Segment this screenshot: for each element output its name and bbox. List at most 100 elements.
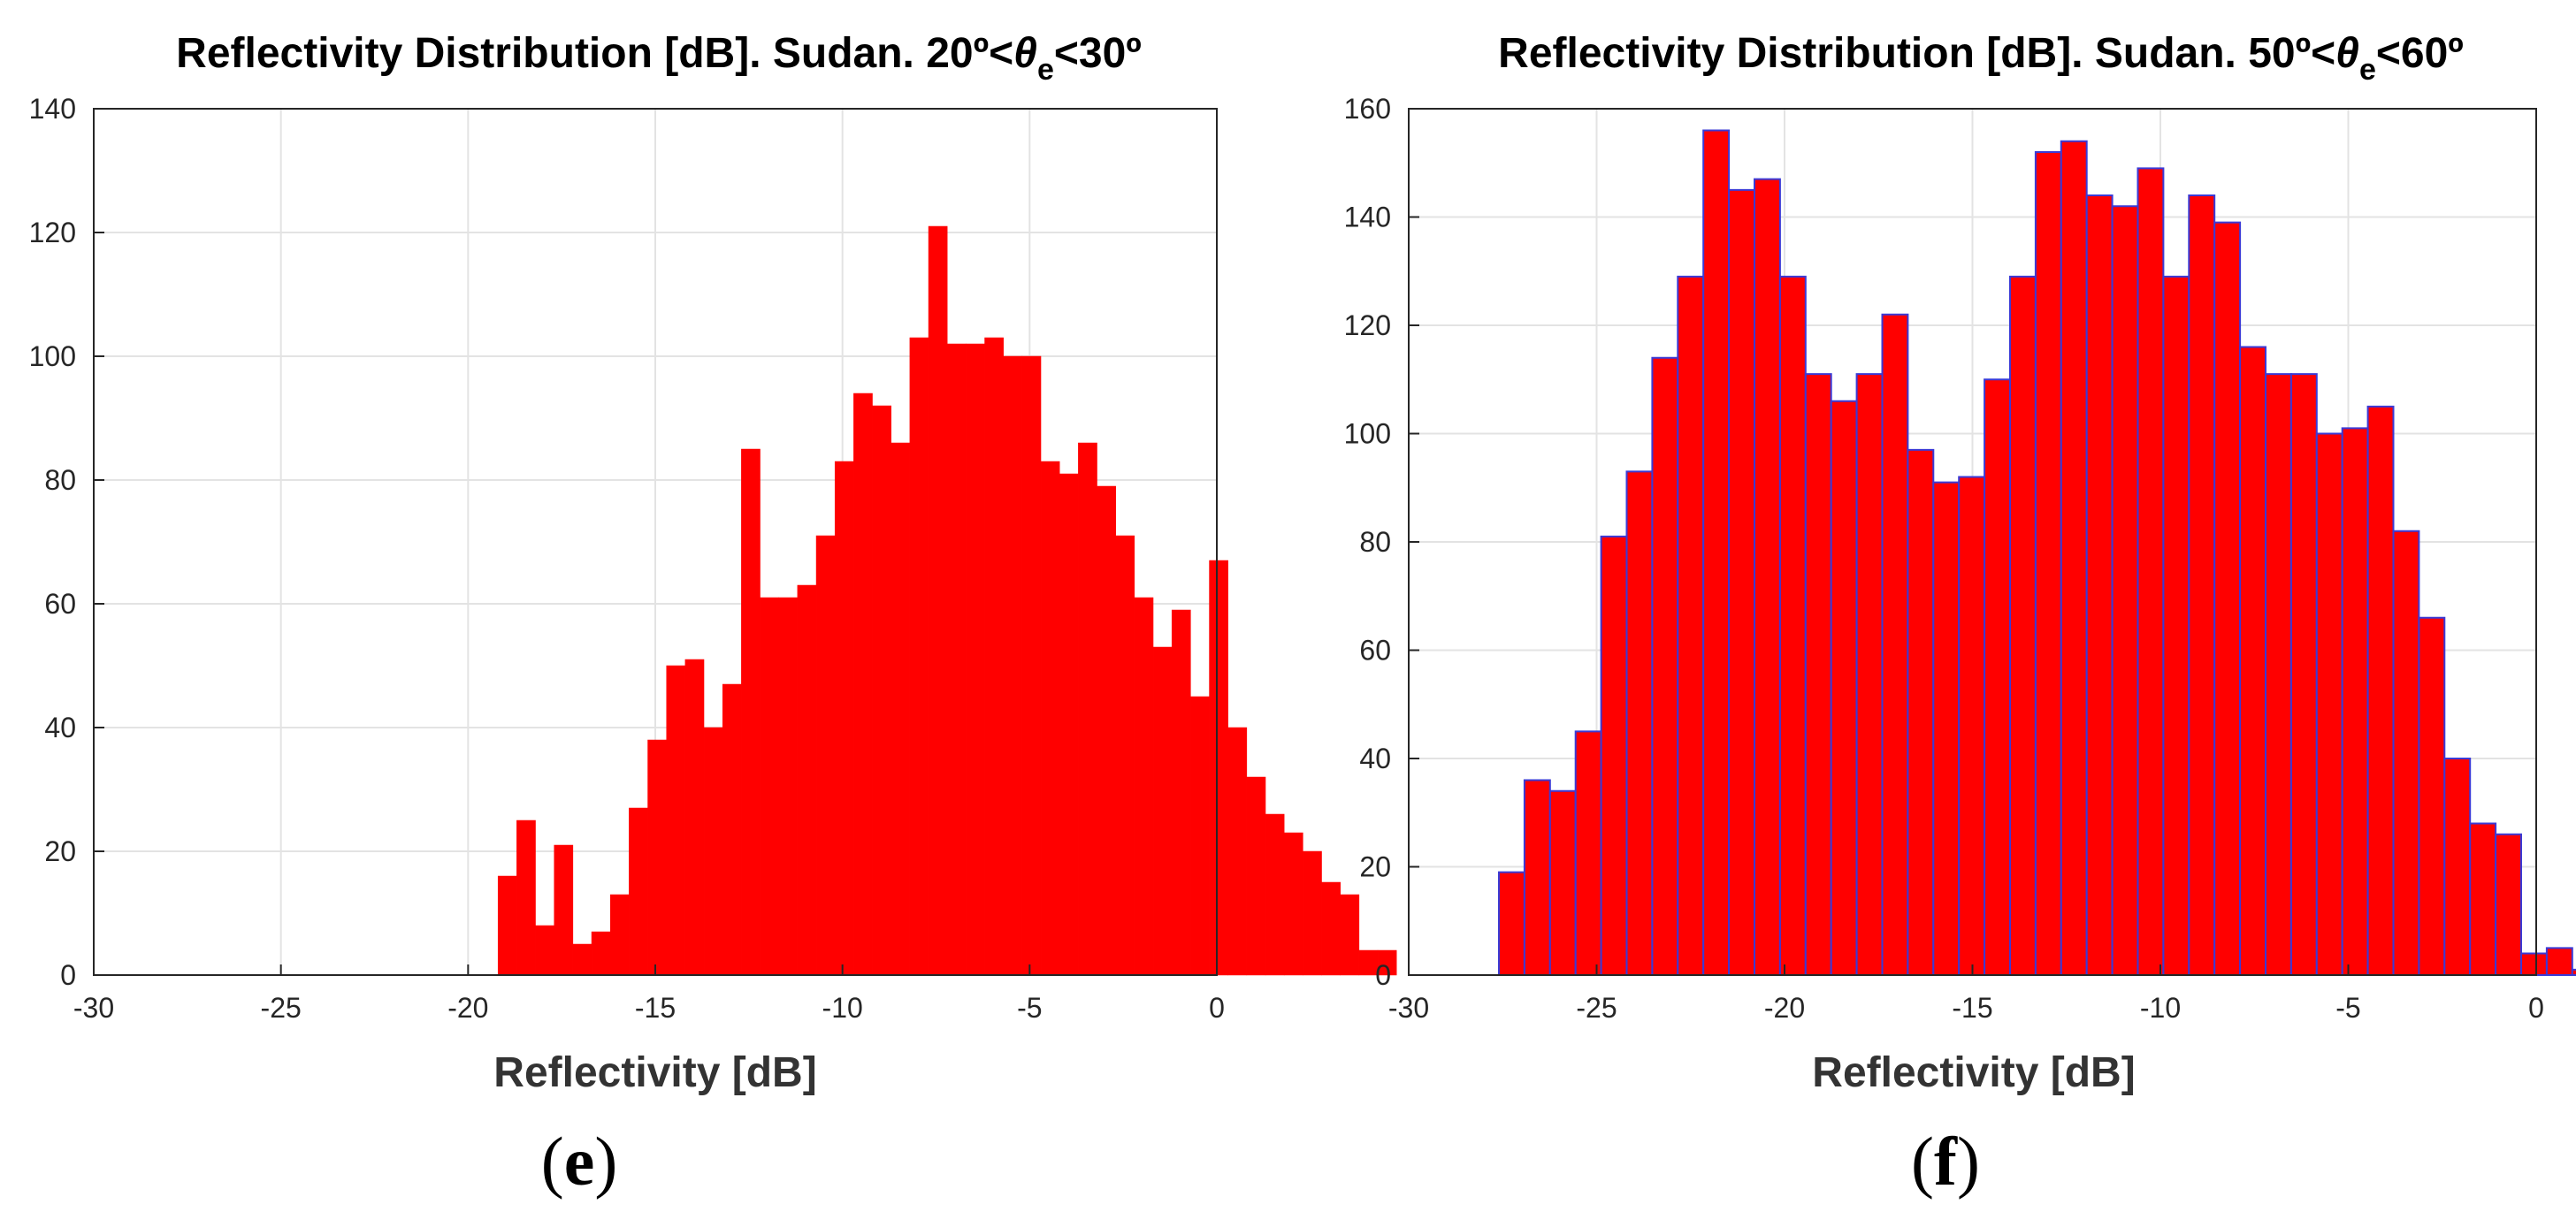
panel-label: (f) (1911, 1123, 1980, 1200)
histogram-bar (1209, 560, 1228, 976)
histogram-bar (647, 739, 667, 976)
x-tick-label: -15 (1952, 992, 1992, 1024)
histogram-bar (516, 819, 536, 976)
histogram-bar (834, 461, 854, 976)
histogram-bar (2545, 947, 2573, 976)
histogram-bar (815, 535, 836, 976)
histogram-bar (629, 807, 648, 976)
histogram-bar (1246, 776, 1266, 976)
histogram-bar (2520, 952, 2548, 976)
histogram-bar (1303, 850, 1322, 976)
histogram-bar (2009, 275, 2037, 976)
histogram-bar (1190, 696, 1210, 976)
histogram-bar (1804, 373, 1832, 976)
histogram-bar (1754, 178, 1781, 976)
histogram-bar (1059, 473, 1079, 976)
histogram-bar (872, 405, 891, 976)
y-tick-label: 100 (1344, 418, 1391, 450)
histogram-bar (1651, 356, 1679, 976)
histogram-bar (1340, 894, 1360, 976)
chart-panel-f: Reflectivity Distribution [dB]. Sudan. 5… (1344, 30, 2576, 1200)
histogram-bar (1152, 646, 1173, 976)
histogram-bar (2239, 346, 2267, 976)
x-tick-labels: -30 -25 -20 -15 -10 -5 0 (73, 964, 1225, 1024)
x-tick-label: 0 (2528, 992, 2544, 1024)
histogram-bar (2341, 427, 2369, 976)
histogram-bar (1078, 442, 1097, 976)
y-tick-label: 120 (1344, 309, 1391, 341)
histogram-bar (984, 337, 1004, 976)
x-tick-label: -20 (1764, 992, 1805, 1024)
histogram-bar (2136, 167, 2165, 976)
x-tick-label: -15 (635, 992, 676, 1024)
histogram-bar (946, 343, 967, 976)
bars (497, 225, 1397, 976)
histogram-bar (572, 943, 592, 976)
histogram-bar (2265, 373, 2292, 976)
histogram-bar (1548, 789, 1577, 976)
y-tick-label: 140 (1344, 202, 1391, 233)
histogram-bar (2034, 151, 2062, 976)
histogram-bar (909, 337, 929, 976)
histogram-bar (1377, 949, 1397, 976)
histogram-bar (703, 727, 723, 976)
y-tick-labels: 0 20 40 60 80 100 120 140 (29, 93, 104, 991)
y-tick-label: 80 (1359, 526, 1391, 558)
y-tick-label: 20 (44, 835, 76, 867)
histogram-bar (535, 925, 554, 976)
histogram-bar (2571, 968, 2576, 976)
histogram-bar (1040, 461, 1060, 976)
histogram-bar (2495, 833, 2523, 976)
histogram-bar (741, 448, 761, 976)
histogram-bar (1523, 779, 1551, 976)
histogram-bar (2162, 275, 2190, 976)
y-tick-label: 140 (29, 93, 76, 125)
histogram-bar (1097, 485, 1116, 976)
histogram-bar (778, 597, 799, 976)
x-tick-label: -30 (1388, 992, 1429, 1024)
histogram-bar (2188, 194, 2216, 976)
histogram-bar (1171, 609, 1191, 976)
histogram-bar (1830, 400, 1858, 976)
histogram-bar (1984, 378, 2012, 976)
histogram-bar (609, 894, 630, 976)
x-axis-label: Reflectivity [dB] (1812, 1049, 2135, 1096)
histogram-bar (1881, 313, 1909, 976)
histogram-bar (2085, 194, 2114, 976)
histogram-bar (1498, 871, 1525, 976)
x-tick-label: -5 (2335, 992, 2360, 1024)
chart-title: Reflectivity Distribution [dB]. Sudan. 2… (176, 30, 1142, 87)
y-tick-label: 40 (1359, 743, 1391, 774)
histogram-bar (591, 931, 611, 976)
histogram-bar (2111, 205, 2139, 976)
histogram-bar (1134, 597, 1154, 976)
histogram-bar (2289, 373, 2318, 976)
y-tick-label: 160 (1344, 93, 1391, 125)
bars (1498, 129, 2576, 976)
histogram-bar (2366, 405, 2395, 976)
x-tick-label: -5 (1017, 992, 1042, 1024)
histogram-bar (760, 597, 779, 976)
histogram-bar (1574, 730, 1602, 976)
histogram-bar (1600, 535, 1628, 976)
histogram-bar (2469, 822, 2497, 976)
histogram-bar (1021, 355, 1042, 976)
histogram-bar (666, 665, 686, 976)
x-tick-label: -10 (2140, 992, 2181, 1024)
histogram-bar (797, 584, 817, 976)
x-axis-label: Reflectivity [dB] (493, 1049, 816, 1096)
histogram-bar (1625, 470, 1654, 976)
histogram-bar (1003, 355, 1023, 976)
histogram-bar (1958, 476, 1986, 976)
histogram-bar (1855, 373, 1884, 976)
y-tick-label: 60 (44, 588, 76, 620)
histogram-bar (1265, 813, 1285, 976)
x-tick-label: -25 (261, 992, 302, 1024)
histogram-bar (2213, 221, 2242, 976)
x-tick-label: -25 (1576, 992, 1617, 1024)
chart-panel-e: Reflectivity Distribution [dB]. Sudan. 2… (29, 30, 1397, 1200)
histogram-bar (722, 683, 742, 976)
histogram-bar (2443, 758, 2472, 976)
histogram-bar (1321, 881, 1341, 976)
